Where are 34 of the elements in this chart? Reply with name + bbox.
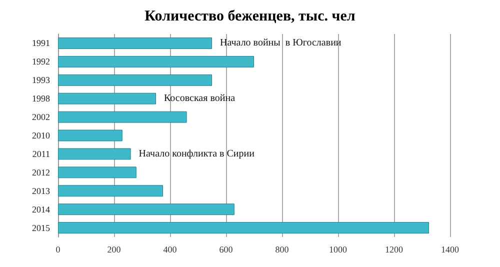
bar xyxy=(58,204,234,216)
chart-title: Количество беженцев, тыс. чел xyxy=(144,8,356,24)
x-tick-label: 1200 xyxy=(385,244,404,254)
bar xyxy=(58,74,212,86)
x-tick-label: 600 xyxy=(219,244,234,254)
y-tick-label: 2012 xyxy=(32,167,50,178)
y-tick-label: 2015 xyxy=(32,222,50,233)
y-tick-label: 2011 xyxy=(32,148,50,159)
y-tick-label: 1998 xyxy=(32,94,50,104)
annotation: Начало конфликта в Сирии xyxy=(138,148,256,160)
y-tick-label: 2010 xyxy=(32,130,50,140)
y-tick-label: 1993 xyxy=(32,75,50,86)
x-tick-label: 1400 xyxy=(441,244,460,254)
annotation: Косовская война xyxy=(164,93,236,104)
x-tick-label: 0 xyxy=(56,244,61,254)
y-tick-label: 1991 xyxy=(32,38,50,48)
y-tick-label: 2014 xyxy=(32,204,50,214)
bar xyxy=(58,130,122,142)
bar xyxy=(58,185,163,197)
y-tick-label: 2013 xyxy=(32,186,50,196)
bar xyxy=(58,92,156,104)
x-tick-label: 200 xyxy=(107,244,122,254)
bar xyxy=(58,38,212,49)
bar xyxy=(58,148,131,160)
annotation: Начало войны в Югославии xyxy=(220,38,342,49)
bar xyxy=(58,56,254,68)
x-tick-label: 400 xyxy=(163,244,178,254)
bar xyxy=(58,222,429,234)
y-tick-label: 2002 xyxy=(32,112,50,122)
x-tick-label: 800 xyxy=(275,244,290,254)
bar xyxy=(58,166,136,178)
x-tick-label: 1000 xyxy=(329,244,348,254)
y-tick-label: 1992 xyxy=(32,56,50,67)
bar xyxy=(58,111,187,123)
